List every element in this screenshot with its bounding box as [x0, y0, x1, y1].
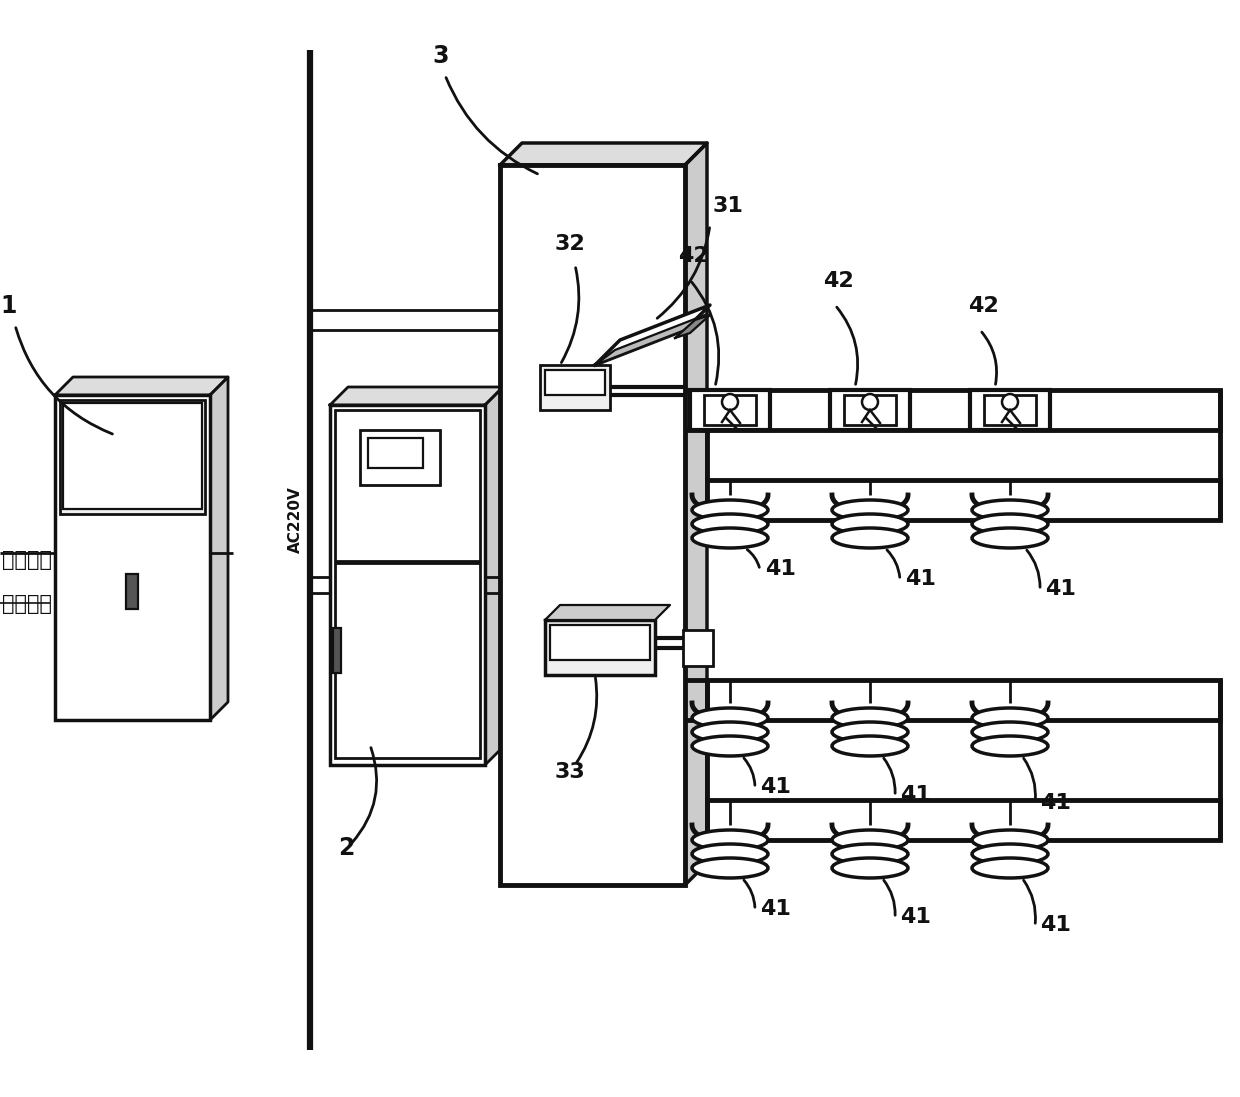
- Bar: [985, 395, 1035, 425]
- Ellipse shape: [832, 528, 908, 548]
- Polygon shape: [330, 387, 503, 405]
- Text: 42: 42: [678, 246, 709, 265]
- Text: 41: 41: [905, 569, 936, 589]
- Text: 信号输入: 信号输入: [2, 593, 52, 613]
- Ellipse shape: [832, 500, 908, 520]
- Ellipse shape: [972, 858, 1048, 878]
- Ellipse shape: [692, 500, 768, 520]
- Bar: [330, 405, 485, 765]
- Bar: [334, 629, 341, 674]
- Bar: [335, 410, 480, 562]
- Polygon shape: [55, 377, 228, 395]
- Text: 3: 3: [432, 44, 449, 68]
- Circle shape: [1002, 394, 1018, 410]
- Bar: [551, 625, 650, 660]
- Bar: [55, 395, 210, 720]
- Text: 31: 31: [713, 196, 744, 216]
- Bar: [126, 574, 138, 609]
- Text: 33: 33: [556, 762, 585, 782]
- Ellipse shape: [692, 708, 768, 728]
- Bar: [539, 365, 610, 410]
- Bar: [63, 403, 202, 509]
- Text: 41: 41: [765, 559, 796, 579]
- Polygon shape: [485, 387, 503, 765]
- Text: 41: 41: [1040, 915, 1071, 935]
- Bar: [707, 800, 1220, 840]
- Ellipse shape: [972, 514, 1048, 534]
- Ellipse shape: [692, 528, 768, 548]
- Circle shape: [722, 394, 738, 410]
- Ellipse shape: [972, 500, 1048, 520]
- Ellipse shape: [832, 736, 908, 756]
- Text: 41: 41: [900, 907, 931, 927]
- Ellipse shape: [692, 858, 768, 878]
- Ellipse shape: [972, 830, 1048, 850]
- Bar: [60, 400, 205, 513]
- Text: 41: 41: [1040, 793, 1071, 813]
- Text: 41: 41: [1045, 579, 1076, 599]
- Polygon shape: [675, 315, 711, 338]
- Ellipse shape: [832, 858, 908, 878]
- Ellipse shape: [972, 736, 1048, 756]
- Text: 火灾联动: 火灾联动: [2, 550, 52, 569]
- Ellipse shape: [832, 830, 908, 850]
- Polygon shape: [595, 315, 706, 365]
- Bar: [707, 480, 1220, 520]
- Circle shape: [862, 394, 878, 410]
- Ellipse shape: [972, 708, 1048, 728]
- Bar: [360, 430, 440, 485]
- Bar: [707, 391, 1220, 430]
- Ellipse shape: [972, 722, 1048, 742]
- Bar: [368, 438, 423, 468]
- Ellipse shape: [972, 844, 1048, 864]
- Polygon shape: [210, 377, 228, 720]
- Bar: [500, 165, 684, 885]
- Text: 41: 41: [900, 785, 931, 805]
- Bar: [830, 391, 910, 430]
- Ellipse shape: [692, 514, 768, 534]
- Ellipse shape: [972, 528, 1048, 548]
- Polygon shape: [500, 143, 707, 165]
- Bar: [546, 620, 655, 675]
- Text: 42: 42: [968, 296, 998, 316]
- Text: 1: 1: [0, 294, 16, 318]
- Ellipse shape: [832, 722, 908, 742]
- Ellipse shape: [832, 708, 908, 728]
- Bar: [689, 391, 770, 430]
- Ellipse shape: [692, 736, 768, 756]
- Bar: [707, 680, 1220, 720]
- Bar: [546, 370, 605, 395]
- Bar: [683, 630, 713, 666]
- Text: 41: 41: [760, 900, 791, 919]
- Text: 2: 2: [339, 836, 355, 860]
- Text: AC220V: AC220V: [288, 487, 303, 553]
- Bar: [704, 395, 756, 425]
- Polygon shape: [684, 143, 707, 885]
- Text: 41: 41: [760, 777, 791, 798]
- Polygon shape: [546, 606, 670, 620]
- Ellipse shape: [832, 844, 908, 864]
- Bar: [970, 391, 1050, 430]
- Text: 32: 32: [556, 234, 585, 255]
- Bar: [335, 564, 480, 758]
- Ellipse shape: [692, 722, 768, 742]
- Ellipse shape: [692, 830, 768, 850]
- Bar: [844, 395, 897, 425]
- Ellipse shape: [832, 514, 908, 534]
- Text: 42: 42: [823, 271, 854, 291]
- Ellipse shape: [692, 844, 768, 864]
- Polygon shape: [595, 305, 711, 365]
